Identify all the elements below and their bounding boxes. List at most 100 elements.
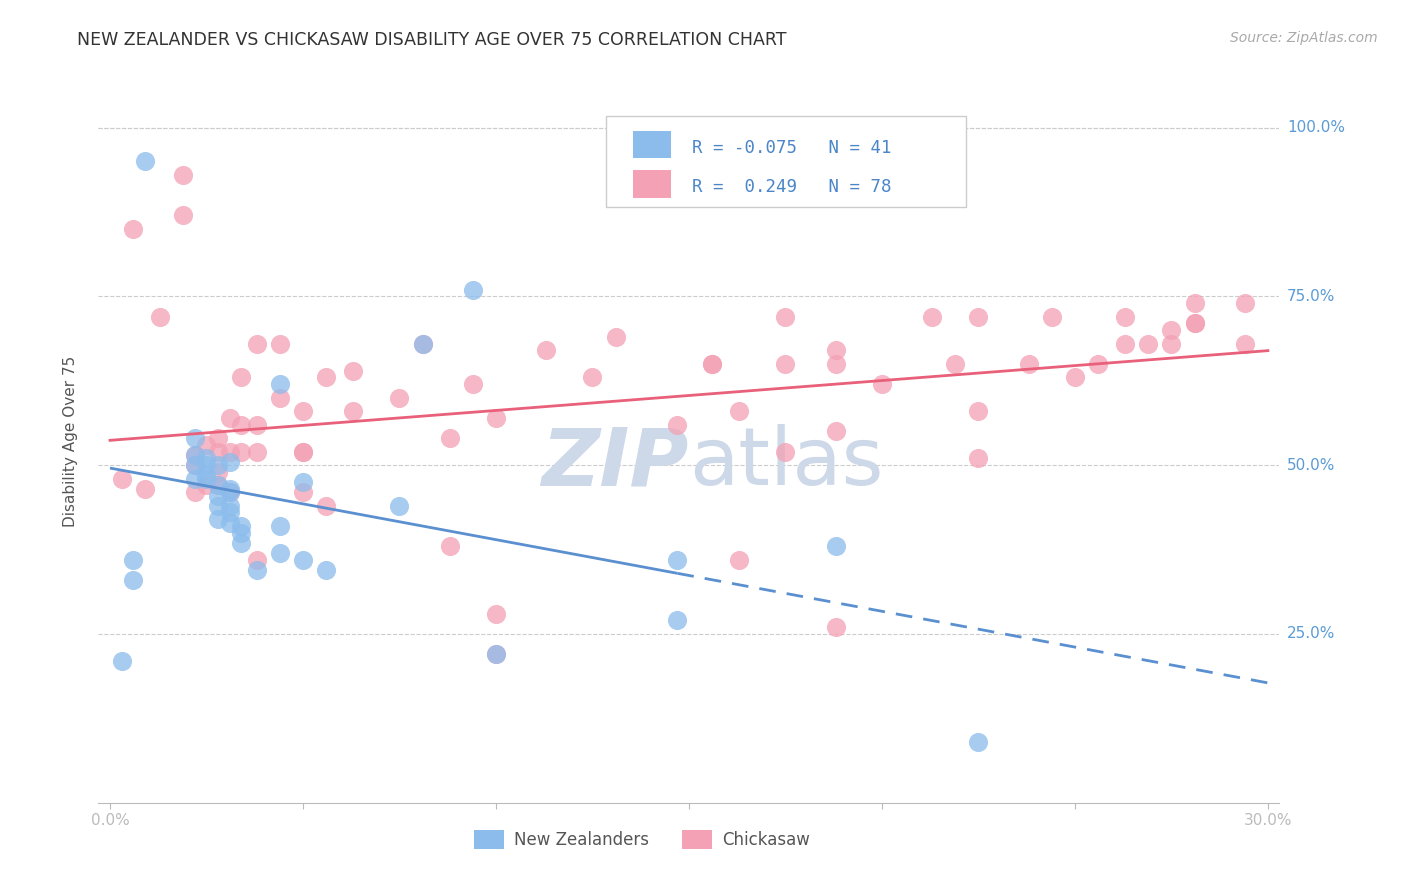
Point xyxy=(218,411,240,425)
Point xyxy=(172,168,194,182)
Point xyxy=(461,377,484,392)
Point xyxy=(534,343,557,358)
Point xyxy=(195,478,218,492)
Point xyxy=(870,377,893,392)
Point xyxy=(700,357,723,371)
Point xyxy=(921,310,943,324)
Point xyxy=(1064,370,1087,384)
Point xyxy=(1184,317,1206,331)
Point xyxy=(207,499,229,513)
Point xyxy=(184,458,207,472)
Point xyxy=(269,336,291,351)
Point xyxy=(184,448,207,462)
Point xyxy=(184,431,207,445)
Point xyxy=(291,475,314,489)
Point xyxy=(291,552,314,566)
Point xyxy=(1160,323,1182,337)
Point xyxy=(824,425,846,439)
Point xyxy=(246,563,269,577)
Text: 75.0%: 75.0% xyxy=(1286,289,1336,304)
Point xyxy=(824,357,846,371)
Point xyxy=(184,472,207,486)
Point xyxy=(207,489,229,503)
Point xyxy=(218,485,240,500)
Point xyxy=(207,431,229,445)
Point xyxy=(218,485,240,500)
Point xyxy=(1160,336,1182,351)
Point xyxy=(967,735,990,749)
Point xyxy=(207,512,229,526)
Y-axis label: Disability Age Over 75: Disability Age Over 75 xyxy=(63,356,77,527)
Point xyxy=(207,444,229,458)
Point xyxy=(122,222,145,236)
Point xyxy=(1087,357,1109,371)
Point xyxy=(207,478,229,492)
Point xyxy=(388,391,411,405)
Point xyxy=(1018,357,1040,371)
Point xyxy=(246,444,269,458)
FancyBboxPatch shape xyxy=(606,117,966,207)
Point xyxy=(967,310,990,324)
Point xyxy=(967,451,990,466)
Point xyxy=(666,552,689,566)
Point xyxy=(1137,336,1160,351)
Text: atlas: atlas xyxy=(689,425,883,502)
Point xyxy=(218,505,240,519)
Point xyxy=(388,499,411,513)
Point xyxy=(195,451,218,466)
Point xyxy=(605,330,627,344)
Point xyxy=(134,154,156,169)
Text: NEW ZEALANDER VS CHICKASAW DISABILITY AGE OVER 75 CORRELATION CHART: NEW ZEALANDER VS CHICKASAW DISABILITY AG… xyxy=(77,31,787,49)
Point xyxy=(195,472,218,486)
Point xyxy=(412,336,434,351)
FancyBboxPatch shape xyxy=(634,131,671,159)
Text: 50.0%: 50.0% xyxy=(1286,458,1336,473)
FancyBboxPatch shape xyxy=(634,169,671,197)
Point xyxy=(195,438,218,452)
Point xyxy=(775,357,797,371)
Point xyxy=(728,404,751,418)
Point xyxy=(666,614,689,628)
Point xyxy=(207,458,229,472)
Point xyxy=(291,444,314,458)
Point xyxy=(231,525,253,540)
Point xyxy=(1233,336,1256,351)
Point xyxy=(269,391,291,405)
Point xyxy=(110,472,132,486)
Point xyxy=(184,448,207,462)
Point xyxy=(485,411,508,425)
Point xyxy=(291,404,314,418)
Point xyxy=(943,357,966,371)
Point xyxy=(291,485,314,500)
Point xyxy=(195,468,218,483)
Point xyxy=(231,417,253,432)
Point xyxy=(207,478,229,492)
Point xyxy=(269,546,291,560)
Point xyxy=(246,336,269,351)
Point xyxy=(218,516,240,530)
Point xyxy=(342,364,364,378)
Text: Source: ZipAtlas.com: Source: ZipAtlas.com xyxy=(1230,31,1378,45)
Point xyxy=(122,573,145,587)
Point xyxy=(412,336,434,351)
Text: ZIP: ZIP xyxy=(541,425,689,502)
Point xyxy=(824,343,846,358)
Point xyxy=(439,431,461,445)
Point xyxy=(269,377,291,392)
Text: 100.0%: 100.0% xyxy=(1286,120,1346,135)
Point xyxy=(231,519,253,533)
Point xyxy=(246,417,269,432)
Point xyxy=(700,357,723,371)
Point xyxy=(315,563,337,577)
Text: R =  0.249   N = 78: R = 0.249 N = 78 xyxy=(693,178,891,195)
Point xyxy=(315,499,337,513)
Text: R = -0.075   N = 41: R = -0.075 N = 41 xyxy=(693,138,891,157)
Text: 25.0%: 25.0% xyxy=(1286,626,1336,641)
Point xyxy=(315,370,337,384)
Point xyxy=(207,465,229,479)
Point xyxy=(666,417,689,432)
Point xyxy=(824,620,846,634)
Point xyxy=(342,404,364,418)
Point xyxy=(485,607,508,621)
Point xyxy=(824,539,846,553)
